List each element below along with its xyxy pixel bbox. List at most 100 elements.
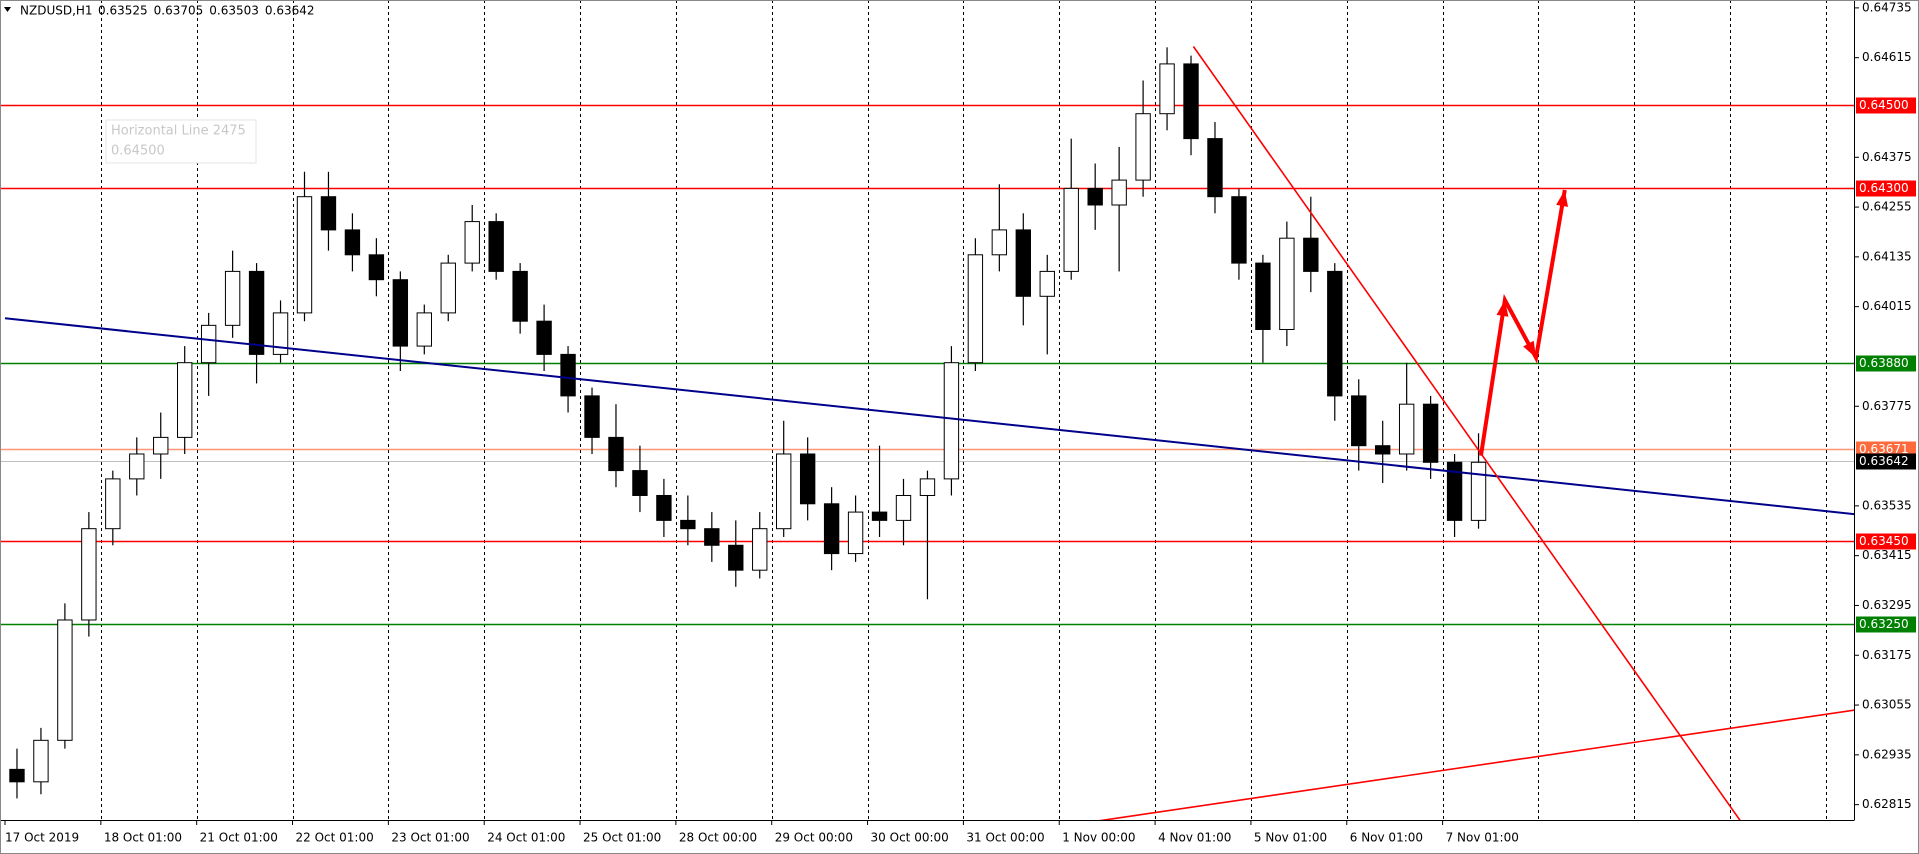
x-tick-label: 25 Oct 01:00 [583,831,661,845]
arrow-head [1556,190,1569,207]
x-tick-label: 24 Oct 01:00 [487,831,565,845]
candle-body [248,270,265,355]
header-value: 0.63642 [265,4,315,18]
candle-body [464,221,480,264]
candle-body [81,528,97,621]
candle-body [728,544,744,571]
candle-body [129,453,145,480]
arrow-head [1523,340,1537,358]
x-tick-label: 22 Oct 01:00 [296,831,374,845]
candle-body [33,739,49,783]
header-value: 0.63525 [98,4,148,18]
candle-body [1375,445,1391,455]
candle-body [991,229,1008,256]
arrow-head [1496,300,1509,317]
arrow-path [1478,189,1567,456]
candle-body [919,478,936,496]
candle-body [776,453,792,530]
y-tick-label: 0.64615 [1862,50,1912,64]
tooltip-box [105,119,257,164]
candle-body [153,436,169,455]
axes: 17 Oct 2019 18 Oct 01:00 21 Oct 01:00 22 Oc… [4,0,1916,845]
level-label-box [1856,97,1916,114]
candle-body [704,528,720,546]
candle-body [656,494,672,521]
tooltip-text: 0.64500 [111,144,165,159]
candle-body [1063,187,1079,272]
y-tick-label: 0.64135 [1862,249,1912,263]
tooltip: Horizontal Line 2475 0.64500 [105,119,257,164]
candle-body [224,270,241,326]
level-label-box [1856,355,1916,372]
candle-body [296,196,313,314]
candle-body [320,196,337,231]
candle-body [1039,270,1055,297]
y-tick-label: 0.64255 [1862,200,1912,214]
candle-body [680,519,696,530]
candle-body [536,320,552,355]
level-label: 0.63880 [1859,356,1909,370]
candle-body [1398,403,1415,455]
symbol: NZDUSD,H1 [20,4,93,18]
x-tick-label: 31 Oct 00:00 [966,831,1044,845]
x-tick-label: 18 Oct 01:00 [104,831,182,845]
candle-body [1159,63,1175,115]
level-label: 0.63450 [1859,534,1909,548]
candle-body [943,362,960,480]
menu-triangle [4,7,11,12]
y-tick-label: 0.63055 [1862,698,1912,712]
candle-body [823,503,840,555]
x-tick-label: 21 Oct 01:00 [200,831,278,845]
candle-body [512,270,528,322]
candle-body [1111,179,1127,206]
level-label-box [1856,533,1916,550]
trendline [4,317,1854,516]
candle-body [200,324,217,364]
candle-body [847,511,864,555]
candle-body [1015,229,1031,297]
candle-body [799,453,816,505]
level-label-box [1856,180,1916,197]
candle-body [488,221,504,272]
y-tick-label: 0.62815 [1862,797,1912,811]
candle-body [105,478,121,530]
y-tick-label: 0.63415 [1862,548,1912,562]
header-value: 0.63705 [154,4,204,18]
candle-body [895,494,912,521]
x-tick-label: 23 Oct 01:00 [391,831,469,845]
x-tick-label: 30 Oct 00:00 [871,831,949,845]
level-label: 0.64500 [1859,98,1909,112]
candle-body [608,436,624,472]
level-label-box [1856,616,1916,633]
candle-body [177,362,193,438]
level-label: 0.63642 [1859,454,1909,468]
y-tick-label: 0.63295 [1862,598,1912,612]
x-tick-label: 1 Nov 00:00 [1062,831,1135,845]
header-value: 0.63503 [209,4,259,18]
candle-body [368,254,385,281]
y-tick-label: 0.64375 [1862,150,1912,164]
candle-body [416,312,432,347]
candle-body [1207,138,1223,198]
candle-body [967,254,984,364]
x-tick-label: 5 Nov 01:00 [1254,831,1327,845]
grid [101,0,1827,820]
y-tick-label: 0.63535 [1862,498,1912,512]
candle-body [272,312,289,355]
candle-body [1135,113,1151,181]
y-tick-label: 0.63775 [1862,399,1912,413]
trendline [1192,46,1741,820]
candle-body [1183,63,1199,140]
level-label: 0.63250 [1859,617,1909,631]
candle-body [1327,270,1343,397]
candle-body [1255,262,1271,330]
plot-area [0,46,1854,820]
y-tick-label: 0.64015 [1862,299,1912,313]
candle-body [632,470,648,496]
candle-body [1087,187,1103,206]
x-tick-label: 28 Oct 00:00 [679,831,757,845]
y-tick-label: 0.64735 [1862,0,1912,14]
candle-body [1279,237,1295,330]
candle-body [392,279,409,347]
